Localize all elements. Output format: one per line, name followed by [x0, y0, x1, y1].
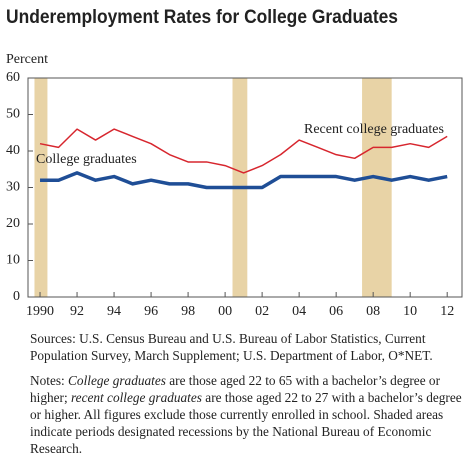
- chart-title: Underemployment Rates for College Gradua…: [6, 7, 398, 28]
- legend-label: Recent college graduates: [304, 122, 444, 137]
- recession-band: [34, 78, 48, 297]
- y-tick-label: 10: [6, 253, 20, 268]
- x-tick-label: 04: [292, 304, 306, 319]
- recession-band: [362, 78, 392, 297]
- y-tick-label: 30: [6, 180, 20, 195]
- x-tick-label: 1990: [26, 304, 54, 319]
- notes-text: are those aged 22 to 65 with a bachelor’…: [30, 373, 441, 405]
- notes-text: are those aged 22 to 27 with a bachelor’…: [30, 390, 462, 456]
- x-tick-label: 94: [107, 304, 121, 319]
- x-tick-label: 02: [255, 304, 269, 319]
- y-tick-label: 60: [6, 70, 20, 85]
- sources: Sources: U.S. Census Bureau and U.S. Bur…: [30, 331, 433, 363]
- y-axis-label: Percent: [6, 52, 48, 67]
- chart: Underemployment Rates for College Gradua…: [6, 7, 463, 319]
- y-tick-label: 50: [6, 107, 20, 122]
- plot-frame: [27, 77, 463, 298]
- x-tick-label: 12: [440, 304, 454, 319]
- x-tick-label: 08: [366, 304, 380, 319]
- x-tick-label: 92: [70, 304, 84, 319]
- x-tick-label: 10: [403, 304, 417, 319]
- notes-text: Notes:: [30, 373, 69, 388]
- y-tick-label: 0: [13, 289, 20, 304]
- notes-text: College graduates: [68, 373, 166, 388]
- y-tick-label: 20: [6, 216, 20, 231]
- y-tick-label: 40: [6, 143, 20, 158]
- x-tick-label: 98: [181, 304, 195, 319]
- notes-text: recent college graduates: [71, 390, 202, 405]
- series-line: [39, 128, 448, 174]
- x-tick-label: 00: [218, 304, 232, 319]
- legend-label: College graduates: [36, 152, 137, 167]
- notes: Notes: College graduates are those aged …: [30, 372, 470, 457]
- x-tick-label: 06: [329, 304, 343, 319]
- x-tick-label: 96: [144, 304, 158, 319]
- series-line: [40, 171, 448, 190]
